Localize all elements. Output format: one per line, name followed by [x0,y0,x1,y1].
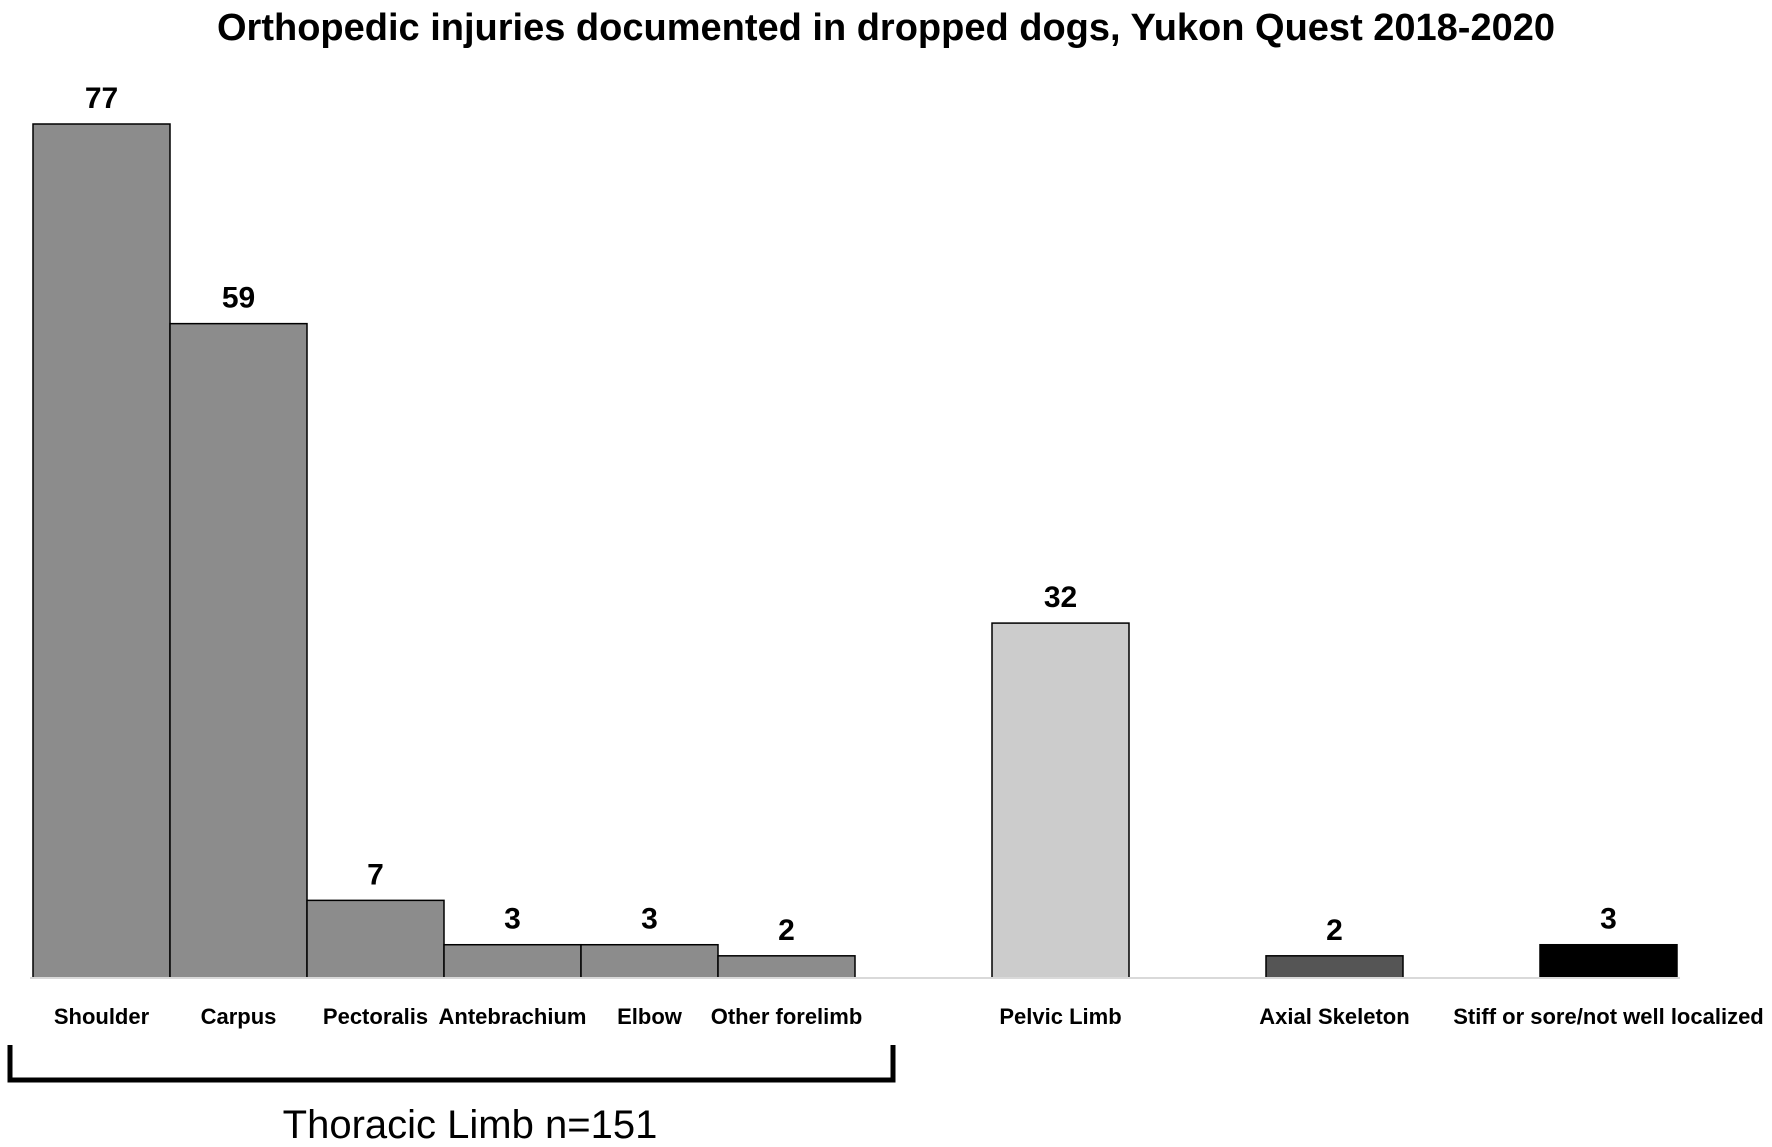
value-label-carpus: 59 [222,282,255,315]
value-label-axial-skeleton: 2 [1326,914,1343,947]
category-label-stiff-or-sore-not-well-localized: Stiff or sore/not well localized [1453,1004,1764,1029]
bar-pelvic-limb [991,622,1130,979]
bar-antebrachium [443,943,582,979]
value-label-pelvic-limb: 32 [1044,581,1077,614]
category-label-antebrachium: Antebrachium [439,1004,587,1029]
bars-group [32,123,1678,979]
value-label-antebrachium: 3 [504,903,521,936]
category-label-carpus: Carpus [201,1004,277,1029]
thoracic-limb-bracket [7,1045,896,1083]
chart-title: Orthopedic injuries documented in droppe… [217,7,1555,49]
thoracic-limb-group-label: Thoracic Limb n=151 [283,1103,658,1147]
category-label-shoulder: Shoulder [54,1004,150,1029]
category-label-pelvic-limb: Pelvic Limb [999,1004,1121,1029]
category-labels-group: Shoulder Carpus Pectoralis Antebrachium Elbo… [54,1004,1764,1029]
bar-stiff-or-sore-not-well-localized [1539,943,1678,979]
category-label-other-forelimb: Other forelimb [711,1004,863,1029]
value-label-shoulder: 77 [85,82,118,115]
category-label-elbow: Elbow [617,1004,683,1029]
value-label-pectoralis: 7 [367,858,384,891]
bar-pectoralis [306,899,445,979]
category-label-axial-skeleton: Axial Skeleton [1259,1004,1409,1029]
bar-axial-skeleton [1265,955,1404,979]
bar-carpus [169,322,308,979]
value-label-stiff-or-sore-not-well-localized: 3 [1600,903,1617,936]
bar-other-forelimb [717,955,856,979]
value-label-elbow: 3 [641,903,658,936]
value-label-other-forelimb: 2 [778,914,795,947]
category-label-pectoralis: Pectoralis [323,1004,428,1029]
bar-elbow [580,943,719,979]
bar-shoulder [32,123,171,979]
